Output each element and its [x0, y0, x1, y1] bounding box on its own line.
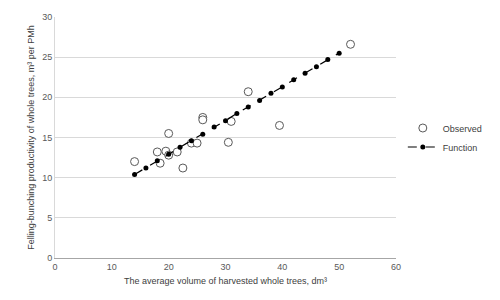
svg-text:10: 10 — [107, 262, 117, 272]
svg-text:0: 0 — [47, 253, 52, 263]
svg-text:Function: Function — [443, 143, 478, 153]
svg-text:15: 15 — [42, 133, 52, 143]
svg-text:Felling-bunching productivity: Felling-bunching productivity of whole t… — [26, 25, 36, 250]
svg-text:20: 20 — [42, 92, 52, 102]
svg-text:60: 60 — [391, 262, 401, 272]
svg-text:The average volume of harveste: The average volume of harvested whole tr… — [124, 276, 327, 286]
svg-text:40: 40 — [277, 262, 287, 272]
svg-text:30: 30 — [42, 12, 52, 22]
svg-text:25: 25 — [42, 52, 52, 62]
svg-text:20: 20 — [164, 262, 174, 272]
svg-text:Observed: Observed — [443, 124, 482, 134]
svg-text:10: 10 — [42, 173, 52, 183]
svg-text:50: 50 — [334, 262, 344, 272]
svg-text:5: 5 — [47, 213, 52, 223]
svg-text:0: 0 — [52, 262, 57, 272]
svg-text:30: 30 — [220, 262, 230, 272]
